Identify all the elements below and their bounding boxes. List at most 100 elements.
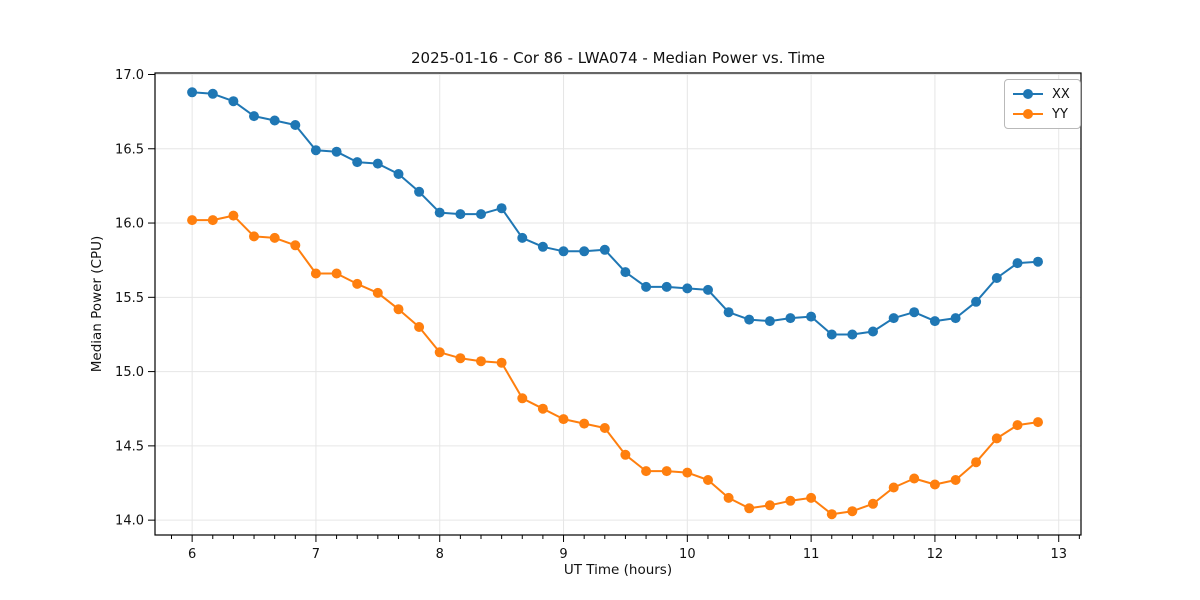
data-point xyxy=(187,87,198,98)
data-point xyxy=(331,268,342,279)
x-tick-label: 12 xyxy=(927,547,944,562)
series-xx xyxy=(187,87,1043,340)
series-yy xyxy=(187,210,1043,520)
y-tick-label: 16.0 xyxy=(115,217,144,232)
data-point xyxy=(703,475,713,485)
data-point xyxy=(496,357,507,368)
data-point xyxy=(558,414,569,425)
data-point xyxy=(228,210,239,221)
data-point xyxy=(785,313,796,324)
x-tick-label: 9 xyxy=(559,547,567,562)
data-point xyxy=(909,307,920,318)
data-point xyxy=(393,169,404,179)
data-point xyxy=(723,307,734,318)
y-tick-label: 16.5 xyxy=(115,142,144,157)
data-point xyxy=(310,268,321,279)
data-point xyxy=(620,449,631,460)
legend-item-xx: XX xyxy=(1013,84,1070,104)
data-point xyxy=(434,347,445,358)
data-point xyxy=(558,246,569,257)
data-point xyxy=(868,326,878,337)
data-point xyxy=(868,498,878,509)
data-point xyxy=(496,203,507,214)
y-tick-label: 14.5 xyxy=(115,439,144,454)
series-xx-marker-icon xyxy=(1013,88,1043,100)
data-point xyxy=(1012,420,1023,431)
y-tick-label: 15.0 xyxy=(115,365,144,380)
x-tick-label: 11 xyxy=(803,547,820,562)
data-point xyxy=(641,466,652,477)
data-point xyxy=(310,145,321,156)
data-point xyxy=(290,120,301,130)
data-point xyxy=(971,296,982,307)
data-point xyxy=(785,495,796,506)
data-point xyxy=(744,503,755,514)
data-point xyxy=(414,322,425,332)
data-point xyxy=(207,88,218,99)
data-point xyxy=(682,467,693,478)
legend-item-yy: YY xyxy=(1013,104,1070,124)
data-point xyxy=(476,209,486,220)
legend-label-yy: YY xyxy=(1052,106,1068,122)
legend-label-xx: XX xyxy=(1052,86,1070,102)
data-point xyxy=(249,111,259,122)
data-point xyxy=(290,240,301,251)
data-point xyxy=(537,241,548,252)
y-tick-label: 17.0 xyxy=(115,68,144,83)
data-point xyxy=(579,246,590,257)
data-point xyxy=(269,232,280,243)
data-point xyxy=(537,403,548,414)
data-point xyxy=(847,329,858,340)
data-point xyxy=(455,353,466,364)
x-tick-label: 10 xyxy=(679,547,696,562)
y-axis-ticks: 14.0 14.5 15.0 15.5 16.0 16.5 17.0 xyxy=(115,68,155,529)
data-point xyxy=(661,281,672,292)
data-point xyxy=(599,244,610,255)
data-point xyxy=(187,215,198,226)
data-point xyxy=(1012,258,1023,269)
data-point xyxy=(579,418,590,429)
data-point xyxy=(207,215,218,226)
data-point xyxy=(950,475,961,485)
data-point xyxy=(372,287,383,298)
series-yy-marker-icon xyxy=(1013,108,1043,120)
x-axis-ticks: 6 7 8 9 10 11 12 13 xyxy=(188,535,1067,562)
data-point xyxy=(641,281,652,292)
data-point xyxy=(517,232,528,243)
data-point xyxy=(703,284,713,295)
x-tick-label: 6 xyxy=(188,547,196,562)
data-point xyxy=(414,186,425,197)
data-point xyxy=(228,96,239,107)
data-point xyxy=(888,313,899,324)
y-axis-label: Median Power (CPU) xyxy=(89,235,105,373)
data-point xyxy=(909,473,920,484)
data-point xyxy=(517,393,528,404)
legend: XX YY xyxy=(1004,79,1081,129)
data-point xyxy=(249,231,259,242)
data-point xyxy=(599,423,610,433)
data-point xyxy=(991,433,1002,444)
data-point xyxy=(744,314,755,325)
data-point xyxy=(1033,256,1043,267)
data-point xyxy=(476,356,486,367)
data-point xyxy=(723,492,734,503)
data-point xyxy=(929,316,940,327)
data-point xyxy=(764,316,775,327)
data-point xyxy=(620,267,631,278)
x-axis-label: UT Time (hours) xyxy=(563,562,673,578)
data-point xyxy=(682,283,693,294)
data-point xyxy=(806,311,817,322)
data-point xyxy=(269,115,280,126)
x-minor-ticks xyxy=(171,535,1080,539)
data-point xyxy=(352,157,363,168)
x-tick-label: 7 xyxy=(312,547,320,562)
y-tick-label: 15.5 xyxy=(115,291,144,306)
data-point xyxy=(764,500,775,511)
x-tick-label: 13 xyxy=(1050,547,1067,562)
data-point xyxy=(372,158,383,169)
data-point xyxy=(1033,417,1043,428)
data-point xyxy=(826,329,837,340)
data-point xyxy=(971,457,982,468)
